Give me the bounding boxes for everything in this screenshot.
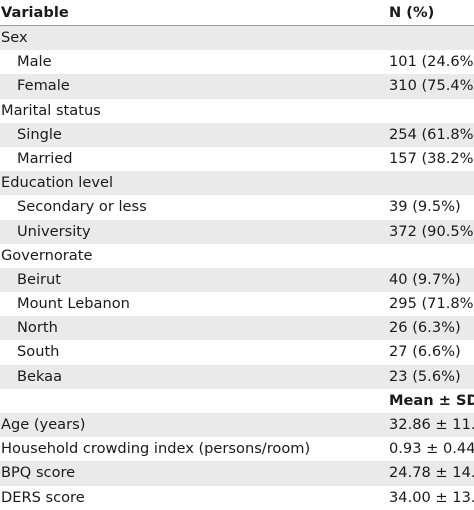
row-value: 24.78 ± 14.22	[389, 464, 474, 482]
row-value: 27 (6.6%)	[389, 343, 461, 361]
row-label: Bekaa	[17, 367, 63, 385]
row-value: 295 (71.8%)	[389, 295, 474, 313]
row-value: 39 (9.5%)	[389, 198, 461, 216]
row-label: Age (years)	[1, 416, 86, 433]
category-row-governorate: Governorate	[0, 244, 474, 268]
row-value: 310 (75.4%)	[389, 77, 474, 95]
header-variable: Variable	[1, 4, 69, 21]
table-row-beirut: Beirut 40 (9.7%)	[0, 267, 474, 293]
table-row-married: Married 157 (38.2%)	[0, 147, 474, 171]
row-label: DERS score	[1, 488, 85, 506]
subheader-mean-sd: Mean ± SD	[389, 391, 474, 409]
row-label: Single	[17, 125, 62, 143]
table-row-south: South 27 (6.6%)	[0, 340, 474, 364]
table-row-male: Male 101 (24.6%)	[0, 50, 474, 74]
row-label: Married	[17, 149, 73, 167]
row-label: Marital status	[1, 101, 101, 119]
row-value: 26 (6.3%)	[389, 319, 461, 337]
table-row-north: North 26 (6.3%)	[0, 316, 474, 341]
row-label: Mount Lebanon	[17, 295, 130, 313]
table-row-female: Female 310 (75.4%)	[0, 74, 474, 99]
row-value: 254 (61.8%)	[389, 125, 474, 143]
row-value: 32.86 ± 11.98	[389, 416, 474, 433]
row-label: Education level	[1, 174, 113, 192]
row-value: 0.93 ± 0.44	[389, 440, 474, 458]
header-n-percent: N (%)	[389, 4, 435, 21]
row-label: North	[17, 319, 58, 337]
row-value: 34.00 ± 13.02	[389, 488, 474, 506]
row-label: Household crowding index (persons/room)	[1, 440, 311, 458]
row-label: University	[17, 222, 91, 240]
table-row-household-crowding-index: Household crowding index (persons/room) …	[0, 437, 474, 461]
table-row-bpq-score: BPQ score 24.78 ± 14.22	[0, 461, 474, 486]
row-label: Female	[17, 77, 70, 95]
table-row-ders-score: DERS score 34.00 ± 13.02	[0, 486, 474, 510]
row-label: Sex	[1, 29, 28, 46]
row-label: South	[17, 343, 60, 361]
row-value: 40 (9.7%)	[389, 270, 461, 288]
row-label: Male	[17, 53, 52, 71]
table-row-single: Single 254 (61.8%)	[0, 122, 474, 147]
category-row-education-level: Education level	[0, 171, 474, 196]
subheader-row-mean-sd: Mean ± SD	[0, 389, 474, 413]
row-label: Secondary or less	[17, 198, 147, 216]
row-label: Beirut	[17, 270, 62, 288]
row-value: 157 (38.2%)	[389, 149, 474, 167]
category-row-sex: Sex	[0, 26, 474, 51]
row-label: Governorate	[1, 246, 93, 264]
row-value: 23 (5.6%)	[389, 367, 461, 385]
table-row-age: Age (years) 32.86 ± 11.98	[0, 413, 474, 438]
row-value: 101 (24.6%)	[389, 53, 474, 71]
row-label: BPQ score	[1, 464, 76, 482]
table-row-secondary-or-less: Secondary or less 39 (9.5%)	[0, 195, 474, 219]
table-row-bekaa: Bekaa 23 (5.6%)	[0, 364, 474, 389]
table-row-university: University 372 (90.5%)	[0, 219, 474, 244]
table-row-mount-lebanon: Mount Lebanon 295 (71.8%)	[0, 292, 474, 316]
row-value: 372 (90.5%)	[389, 222, 474, 240]
table-header-row: Variable N (%)	[0, 0, 474, 26]
category-row-marital-status: Marital status	[0, 99, 474, 123]
